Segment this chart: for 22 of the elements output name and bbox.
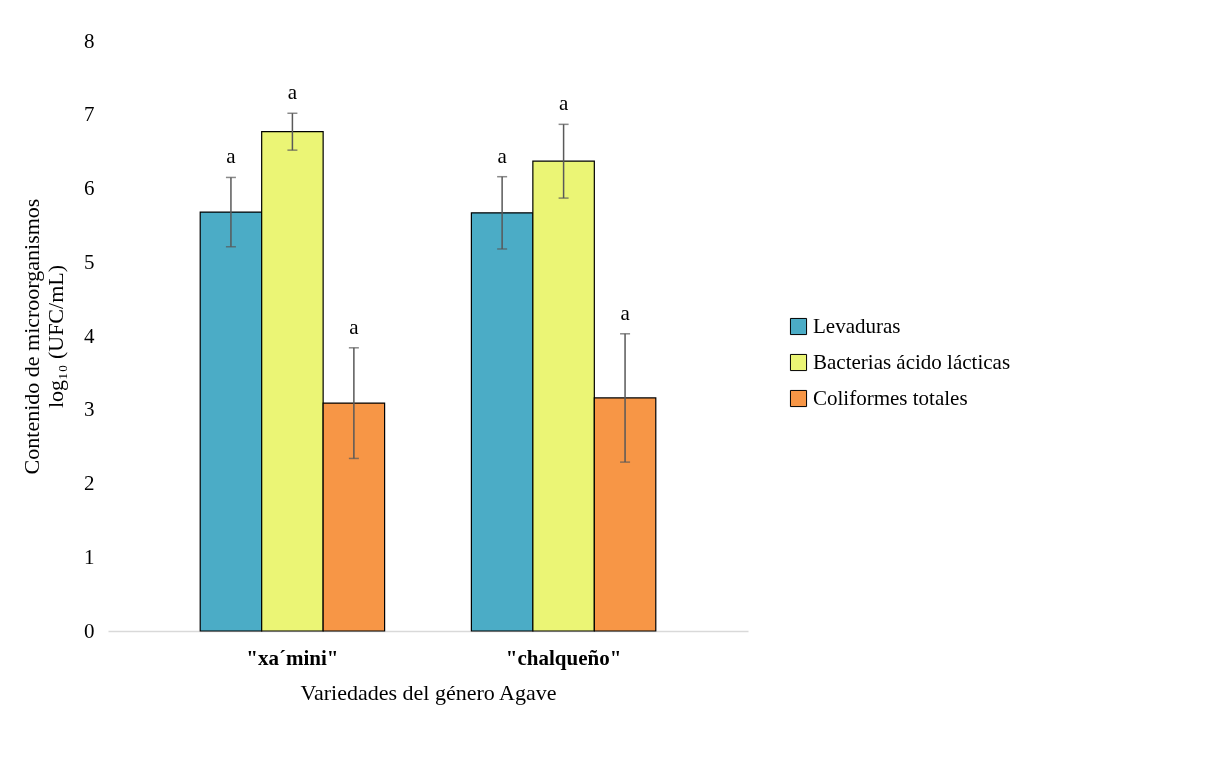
annotation: a: [558, 91, 569, 116]
annotation: a: [349, 314, 360, 339]
y-tick-label: 7: [84, 102, 95, 127]
y-tick-label: 4: [84, 323, 95, 348]
y-tick-label: 1: [84, 544, 95, 569]
x-tick-label: "chalqueño": [505, 645, 622, 670]
legend-label: Levaduras: [813, 313, 901, 338]
x-axis-title: Variedades del género Agave: [300, 679, 557, 705]
legend-label: Coliformes totales: [813, 385, 968, 410]
y-tick-label: 0: [84, 618, 95, 643]
annotation: a: [497, 143, 508, 168]
annotation: a: [226, 144, 237, 169]
annotation: a: [287, 80, 298, 105]
x-tick-label: "xa´mini": [246, 645, 339, 670]
y-tick-label: 6: [84, 176, 95, 200]
y-tick-label: 2: [84, 471, 95, 495]
annotation: a: [620, 300, 631, 325]
y-tick-label: 8: [84, 28, 95, 53]
y-axis-title: Contenido de microorganismos log₁₀ (UFC/mL): [19, 198, 68, 475]
y-tick-label: 3: [84, 397, 95, 422]
legend-label: Bacterias ácido lácticas: [813, 349, 1011, 374]
y-tick-label: 5: [84, 249, 95, 274]
